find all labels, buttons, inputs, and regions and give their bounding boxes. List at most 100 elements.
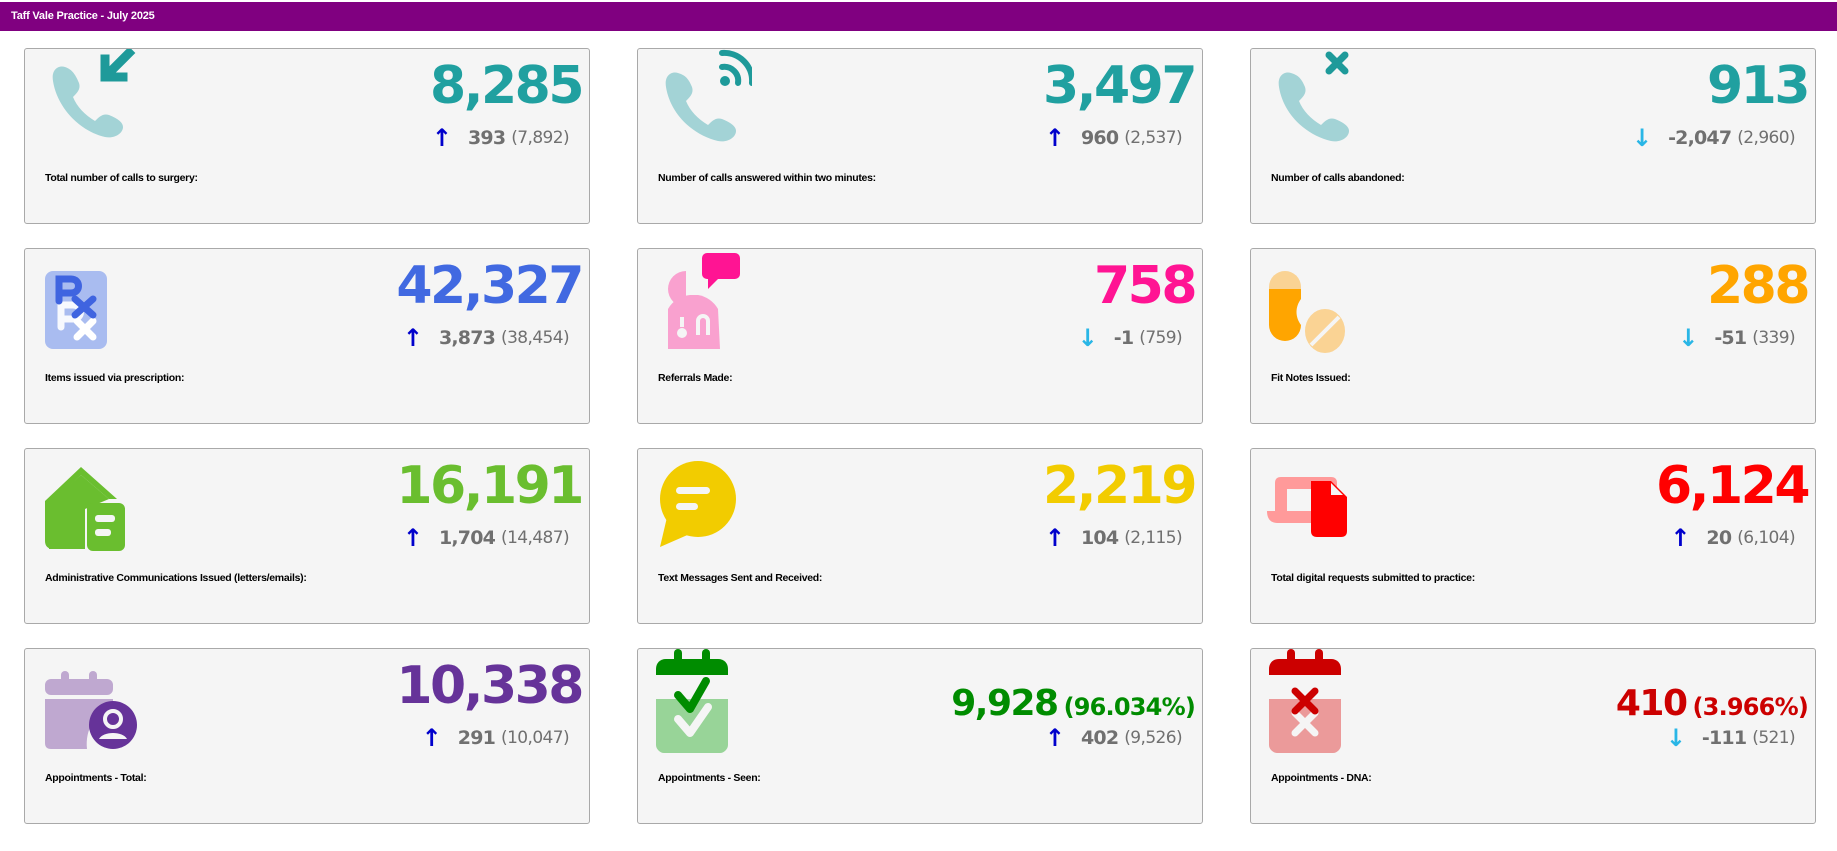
kpi-value: 288 [1706,256,1811,316]
kpi-card-appointments-seen: 9,928 (96.034%) ↑ 402 (9,526) Appointment… [637,648,1203,824]
kpi-card-appointments-dna: 410 (3.966%) ↓ -111 (521) Appointments - … [1250,648,1816,824]
kpi-value: 42,327 [396,256,584,316]
laptop-document-icon [1265,449,1365,559]
kpi-change-value: 402 [1081,727,1119,749]
arrow-down-icon: ↓ [1678,324,1699,352]
kpi-label: Appointments - Seen: [658,772,761,784]
kpi-label: Referrals Made: [658,372,733,384]
kpi-card-text-messages: 2,219 ↑ 104 (2,115) Text Messages Sent a… [637,448,1203,624]
calendar-check-icon [652,649,752,759]
kpi-label: Total digital requests submitted to prac… [1271,572,1475,584]
kpi-previous-value: (38,454) [501,328,570,348]
kpi-label: Total number of calls to surgery: [45,172,198,184]
kpi-value: 3,497 [1043,56,1197,116]
kpi-label: Appointments - Total: [45,772,147,784]
kpi-change: ↑ 291 (10,047) [421,724,570,752]
kpi-change: ↑ 3,873 (38,454) [402,324,570,352]
phone-incoming-icon [39,49,139,159]
page-title: Taff Vale Practice - July 2025 [11,10,155,22]
kpi-change: ↓ -2,047 (2,960) [1631,124,1796,152]
kpi-value: 6,124 [1656,456,1810,516]
phone-signal-icon [652,49,752,159]
kpi-card-fit-notes: 288 ↓ -51 (339) Fit Notes Issued: [1250,248,1816,424]
kpi-previous-value: (10,047) [501,728,570,748]
kpi-label: Text Messages Sent and Received: [658,572,823,584]
calendar-cross-icon [1265,649,1365,759]
kpi-change-value: -1 [1113,327,1134,349]
kpi-label: Fit Notes Issued: [1271,372,1351,384]
arrow-down-icon: ↓ [1077,324,1098,352]
kpi-change: ↑ 104 (2,115) [1044,524,1183,552]
kpi-change-value: 393 [468,127,506,149]
arrow-up-icon: ↑ [1044,524,1065,552]
doctor-chat-icon [652,249,752,359]
kpi-card-admin-communications: 16,191 ↑ 1,704 (14,487) Administrative C… [24,448,590,624]
kpi-previous-value: (6,104) [1737,528,1795,548]
kpi-change: ↑ 393 (7,892) [431,124,570,152]
kpi-change-value: -51 [1714,327,1747,349]
arrow-down-icon: ↓ [1631,124,1653,152]
kpi-value: 9,928 (96.034%) [951,683,1196,724]
house-mail-icon [39,449,139,559]
kpi-previous-value: (2,115) [1124,528,1182,548]
kpi-value: 2,219 [1043,456,1197,516]
arrow-up-icon: ↑ [1044,724,1065,752]
calendar-user-icon [39,649,139,759]
kpi-previous-value: (2,960) [1737,128,1795,148]
kpi-change: ↑ 402 (9,526) [1044,724,1183,752]
kpi-label: Items issued via prescription: [45,372,185,384]
kpi-change-value: 3,873 [438,327,496,349]
kpi-change: ↑ 20 (6,104) [1670,524,1795,552]
kpi-change-value: 291 [457,727,496,749]
kpi-change: ↑ 960 (2,537) [1044,124,1183,152]
kpi-card-total-calls: 8,285 ↑ 393 (7,892) Total number of call… [24,48,590,224]
kpi-percent: (3.966%) [1692,693,1809,721]
kpi-change: ↑ 1,704 (14,487) [402,524,570,552]
kpi-previous-value: (14,487) [501,528,570,548]
kpi-label: Number of calls abandoned: [1271,172,1405,184]
kpi-value: 758 [1093,256,1198,316]
kpi-card-digital-requests: 6,124 ↑ 20 (6,104) Total digital request… [1250,448,1816,624]
kpi-previous-value: (9,526) [1124,728,1182,748]
kpi-change-value: 1,704 [438,527,496,549]
kpi-percent: (96.034%) [1063,693,1196,721]
kpi-previous-value: (2,537) [1124,128,1182,148]
phone-missed-icon [1265,49,1365,159]
kpi-previous-value: (339) [1752,328,1795,348]
kpi-change-value: 20 [1706,527,1732,549]
chat-bubble-icon [652,449,752,559]
arrow-up-icon: ↑ [1044,124,1065,152]
kpi-previous-value: (759) [1139,328,1182,348]
kpi-change-value: -2,047 [1668,127,1732,149]
arrow-up-icon: ↑ [402,324,423,352]
arrow-up-icon: ↑ [431,124,452,152]
pills-icon [1265,249,1365,359]
kpi-value: 10,338 [396,656,584,716]
kpi-value: 8,285 [430,56,584,116]
kpi-card-appointments-total: 10,338 ↑ 291 (10,047) Appointments - Tot… [24,648,590,824]
kpi-previous-value: (521) [1752,728,1795,748]
kpi-value: 410 (3.966%) [1615,683,1809,724]
kpi-label: Number of calls answered within two minu… [658,172,876,184]
kpi-value: 16,191 [396,456,584,516]
kpi-change: ↓ -111 (521) [1665,724,1796,752]
kpi-label: Administrative Communications Issued (le… [45,572,307,584]
kpi-change-value: -111 [1701,727,1747,749]
kpi-change-value: 104 [1081,527,1119,549]
arrow-up-icon: ↑ [1670,524,1691,552]
kpi-card-calls-answered: 3,497 ↑ 960 (2,537) Number of calls answ… [637,48,1203,224]
arrow-up-icon: ↑ [402,524,423,552]
dashboard-title-bar: Taff Vale Practice - July 2025 [0,2,1837,31]
kpi-card-referrals: 758 ↓ -1 (759) Referrals Made: [637,248,1203,424]
kpi-value: 913 [1706,56,1811,116]
kpi-change: ↓ -51 (339) [1678,324,1795,352]
kpi-change-value: 960 [1081,127,1119,149]
kpi-label: Appointments - DNA: [1271,772,1372,784]
kpi-change: ↓ -1 (759) [1077,324,1183,352]
arrow-down-icon: ↓ [1665,724,1686,752]
kpi-card-calls-abandoned: 913 ↓ -2,047 (2,960) Number of calls aba… [1250,48,1816,224]
prescription-icon [39,249,139,359]
kpi-card-prescriptions: 42,327 ↑ 3,873 (38,454) Items issued via… [24,248,590,424]
arrow-up-icon: ↑ [421,724,442,752]
kpi-previous-value: (7,892) [511,128,569,148]
